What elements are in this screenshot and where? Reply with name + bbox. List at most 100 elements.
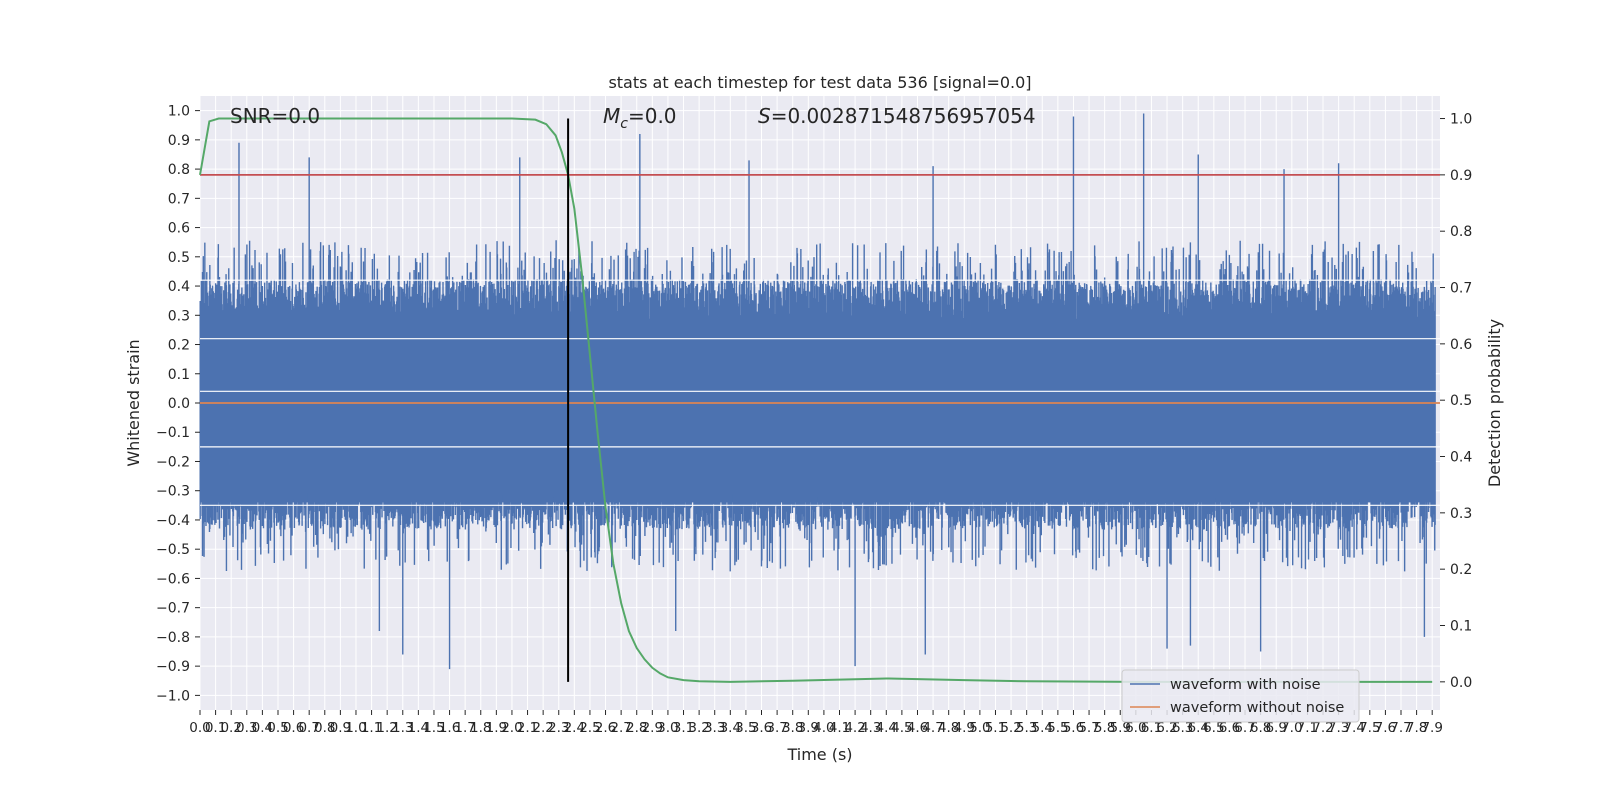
chirp-mass-value: =0.0	[628, 104, 677, 128]
x-tick-label: 1.3	[392, 720, 413, 736]
x-tick-label: 0.0	[189, 720, 210, 736]
x-tick-label: 1.5	[423, 720, 444, 736]
x-tick-label: 6.1	[1141, 720, 1162, 736]
left-y-tick-label: −0.6	[156, 571, 190, 587]
left-y-axis-ticks: −1.0 −0.9 −0.8 −0.7 −0.6 −0.5 −0.4 −0.3 −0.2 −0.1…	[156, 104, 200, 704]
right-y-tick-label: 0.5	[1450, 393, 1472, 409]
x-tick-label: 7.7	[1390, 720, 1411, 736]
left-y-tick-label: −0.8	[156, 630, 190, 646]
x-tick-label: 7.9	[1421, 720, 1442, 736]
x-tick-label: 4.9	[954, 720, 975, 736]
x-tick-label: 7.0	[1281, 720, 1302, 736]
x-tick-label: 7.1	[1297, 720, 1318, 736]
right-y-tick-label: 0.6	[1450, 337, 1472, 353]
right-y-tick-label: 0.2	[1450, 562, 1472, 578]
x-tick-label: 2.6	[595, 720, 616, 736]
x-tick-label: 6.7	[1234, 720, 1255, 736]
left-y-tick-label: −0.9	[156, 659, 190, 675]
right-y-tick-label: 0.9	[1450, 168, 1472, 184]
left-y-tick-label: 0.8	[168, 162, 190, 178]
x-tick-label: 1.4	[408, 720, 429, 736]
x-tick-label: 3.1	[673, 720, 694, 736]
x-tick-label: 4.7	[922, 720, 943, 736]
x-tick-label: 4.4	[876, 720, 897, 736]
x-tick-label: 6.2	[1156, 720, 1177, 736]
right-y-tick-label: 1.0	[1450, 112, 1472, 128]
x-tick-label: 4.1	[829, 720, 850, 736]
noisy-waveform-line	[199, 113, 1436, 670]
x-tick-label: 0.6	[283, 720, 304, 736]
x-tick-label: 4.8	[938, 720, 959, 736]
x-tick-label: 2.0	[501, 720, 522, 736]
chirp-mass-subscript: c	[620, 116, 628, 132]
x-tick-label: 3.9	[798, 720, 819, 736]
x-tick-label: 2.2	[532, 720, 553, 736]
legend: waveform with noise waveform without noi…	[1121, 669, 1360, 723]
x-tick-label: 3.0	[657, 720, 678, 736]
left-y-tick-label: −0.1	[156, 425, 190, 441]
legend-entry-clean: waveform without noise	[1170, 700, 1344, 716]
x-tick-label: 5.9	[1110, 720, 1131, 736]
left-y-tick-label: 0.6	[168, 221, 190, 237]
x-tick-label: 1.9	[486, 720, 507, 736]
left-y-tick-label: 0.7	[168, 191, 190, 207]
right-y-tick-label: 0.7	[1450, 281, 1472, 297]
statistic-symbol: S	[758, 104, 771, 128]
left-y-tick-label: −0.7	[156, 601, 190, 617]
left-y-tick-label: −0.4	[156, 513, 190, 529]
left-y-axis-label: Whitened strain	[124, 339, 143, 466]
statistic-value: =0.002871548756957054	[771, 104, 1036, 128]
x-tick-label: 5.2	[1000, 720, 1021, 736]
x-tick-label: 6.0	[1125, 720, 1146, 736]
x-tick-label: 5.8	[1094, 720, 1115, 736]
x-tick-label: 7.6	[1375, 720, 1396, 736]
x-tick-label: 6.6	[1219, 720, 1240, 736]
chirp-mass-annotation: Mc=0.0	[603, 104, 677, 132]
left-y-tick-label: −0.2	[156, 454, 190, 470]
x-tick-label: 5.7	[1078, 720, 1099, 736]
left-y-tick-label: −0.5	[156, 542, 190, 558]
x-tick-label: 3.8	[782, 720, 803, 736]
x-tick-label: 2.7	[610, 720, 631, 736]
x-tick-label: 5.5	[1047, 720, 1068, 736]
chart-title: stats at each timestep for test data 536…	[608, 73, 1031, 92]
x-tick-label: 5.6	[1063, 720, 1084, 736]
x-tick-label: 5.4	[1032, 720, 1053, 736]
left-y-tick-label: 0.2	[168, 338, 190, 354]
x-tick-label: 0.3	[236, 720, 257, 736]
right-y-tick-label: 0.8	[1450, 224, 1472, 240]
x-tick-label: 0.1	[205, 720, 226, 736]
x-tick-label: 2.9	[642, 720, 663, 736]
x-tick-label: 3.6	[751, 720, 772, 736]
statistic-annotation: S=0.002871548756957054	[758, 104, 1036, 128]
left-y-tick-label: −0.3	[156, 484, 190, 500]
x-tick-label: 6.4	[1187, 720, 1208, 736]
detection-probability-line	[199, 117, 1433, 683]
legend-entry-noisy: waveform with noise	[1170, 677, 1321, 693]
x-tick-label: 0.4	[252, 720, 273, 736]
x-tick-label: 6.5	[1203, 720, 1224, 736]
x-tick-label: 5.3	[1016, 720, 1037, 736]
x-tick-label: 7.2	[1312, 720, 1333, 736]
left-y-tick-label: 0.5	[168, 250, 190, 266]
left-y-tick-label: 0.3	[168, 308, 190, 324]
x-tick-label: 3.2	[688, 720, 709, 736]
x-tick-label: 2.3	[548, 720, 569, 736]
x-tick-label: 7.5	[1359, 720, 1380, 736]
x-tick-label: 5.0	[969, 720, 990, 736]
x-tick-label: 0.5	[267, 720, 288, 736]
x-tick-label: 4.0	[813, 720, 834, 736]
left-y-tick-label: 0.1	[168, 367, 190, 383]
x-tick-label: 0.2	[220, 720, 241, 736]
left-y-tick-label: 0.4	[168, 279, 190, 295]
right-y-tick-label: 0.1	[1450, 619, 1472, 635]
right-y-axis-label: Detection probability	[1485, 319, 1504, 487]
left-y-tick-label: 0.9	[168, 133, 190, 149]
x-tick-label: 3.3	[704, 720, 725, 736]
x-tick-label: 4.5	[891, 720, 912, 736]
x-tick-label: 7.8	[1406, 720, 1427, 736]
x-tick-label: 6.3	[1172, 720, 1193, 736]
x-tick-label: 1.8	[470, 720, 491, 736]
left-y-tick-label: 0.0	[168, 396, 190, 412]
